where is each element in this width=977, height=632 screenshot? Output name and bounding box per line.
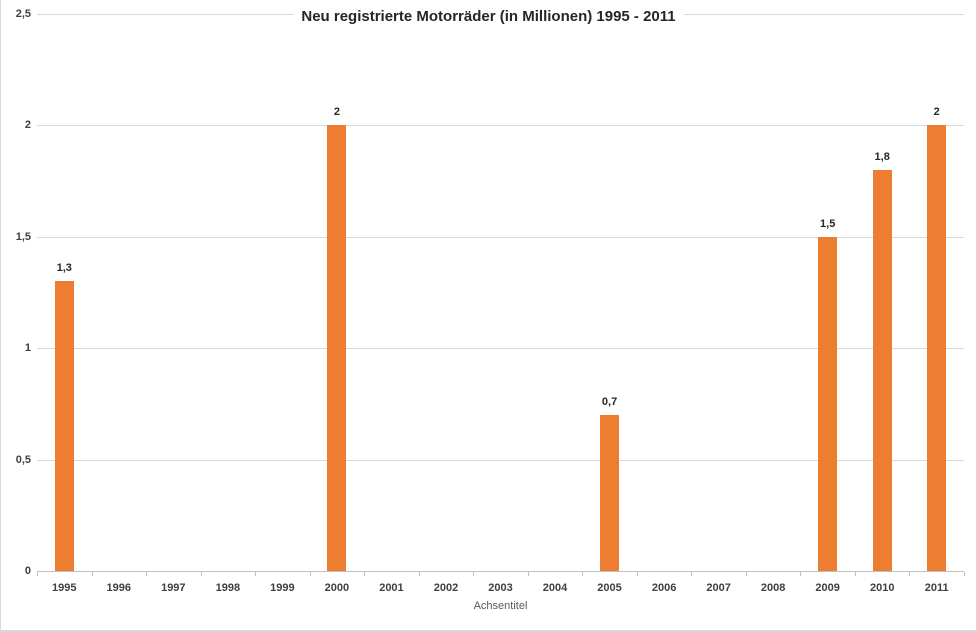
x-axis-tick: [364, 572, 365, 576]
x-axis-tick: [473, 572, 474, 576]
x-axis-tick: [528, 572, 529, 576]
x-axis-tick: [419, 572, 420, 576]
bar-value-label-2000: 2: [333, 106, 340, 118]
y-axis-tick-label: 2,5: [15, 8, 31, 20]
x-axis-tick-label: 2004: [542, 582, 568, 594]
bar-2009: [818, 237, 837, 571]
x-axis-tick: [691, 572, 692, 576]
x-axis-tick-label: 1998: [215, 582, 241, 594]
x-axis-tick: [855, 572, 856, 576]
bar-value-label-2005: 0,7: [601, 396, 618, 408]
x-axis-tick: [92, 572, 93, 576]
x-axis-tick-label: 2011: [924, 582, 949, 594]
x-axis-tick: [964, 572, 965, 576]
bar-2011: [927, 125, 946, 571]
x-axis-tick-label: 2006: [651, 582, 677, 594]
y-axis-tick-label: 1: [24, 342, 31, 354]
x-axis-tick: [255, 572, 256, 576]
x-axis-tick: [800, 572, 801, 576]
x-axis-tick-label: 2010: [869, 582, 895, 594]
x-axis-tick-label: 1996: [106, 582, 132, 594]
y-axis-tick-label: 0: [24, 565, 31, 577]
x-axis-tick: [37, 572, 38, 576]
chart-title: Neu registrierte Motorräder (in Millione…: [293, 6, 684, 27]
y-axis-tick-label: 0,5: [15, 454, 31, 466]
bar-value-label-2010: 1,8: [874, 151, 890, 163]
bar-2000: [327, 125, 346, 571]
gridline-2: [37, 125, 964, 126]
x-axis-tick-label: 2009: [815, 582, 840, 594]
x-axis-tick: [582, 572, 583, 576]
y-axis-tick-label: 2: [24, 119, 31, 131]
x-axis-tick-label: 2005: [597, 582, 622, 594]
x-axis-tick-label: 2008: [760, 582, 786, 594]
bar-2010: [873, 170, 892, 571]
x-axis-tick: [637, 572, 638, 576]
x-axis-title: Achsentitel: [473, 600, 528, 612]
x-axis-tick-label: 2001: [379, 582, 404, 594]
x-axis-tick: [201, 572, 202, 576]
x-axis-tick-label: 1995: [52, 582, 77, 594]
bar-value-label-2011: 2: [933, 106, 940, 118]
gridline-1,5: [37, 237, 964, 238]
x-axis-tick-label: 2002: [433, 582, 459, 594]
x-axis-tick-label: 2000: [324, 582, 350, 594]
x-axis-line: [37, 571, 964, 572]
x-axis-tick-label: 1997: [161, 582, 186, 594]
gridline-1: [37, 348, 964, 349]
gridline-0,5: [37, 460, 964, 461]
bar-value-label-2009: 1,5: [820, 218, 836, 230]
x-axis-tick-label: 2007: [706, 582, 731, 594]
x-axis-tick: [909, 572, 910, 576]
bar-2005: [600, 415, 619, 571]
x-axis-tick: [310, 572, 311, 576]
bar-1995: [55, 281, 74, 571]
y-axis-tick-label: 1,5: [15, 231, 31, 243]
x-axis-tick: [146, 572, 147, 576]
x-axis-tick-label: 1999: [270, 582, 295, 594]
x-axis-tick: [746, 572, 747, 576]
x-axis-tick-label: 2003: [488, 582, 513, 594]
bar-value-label-1995: 1,3: [56, 262, 72, 274]
